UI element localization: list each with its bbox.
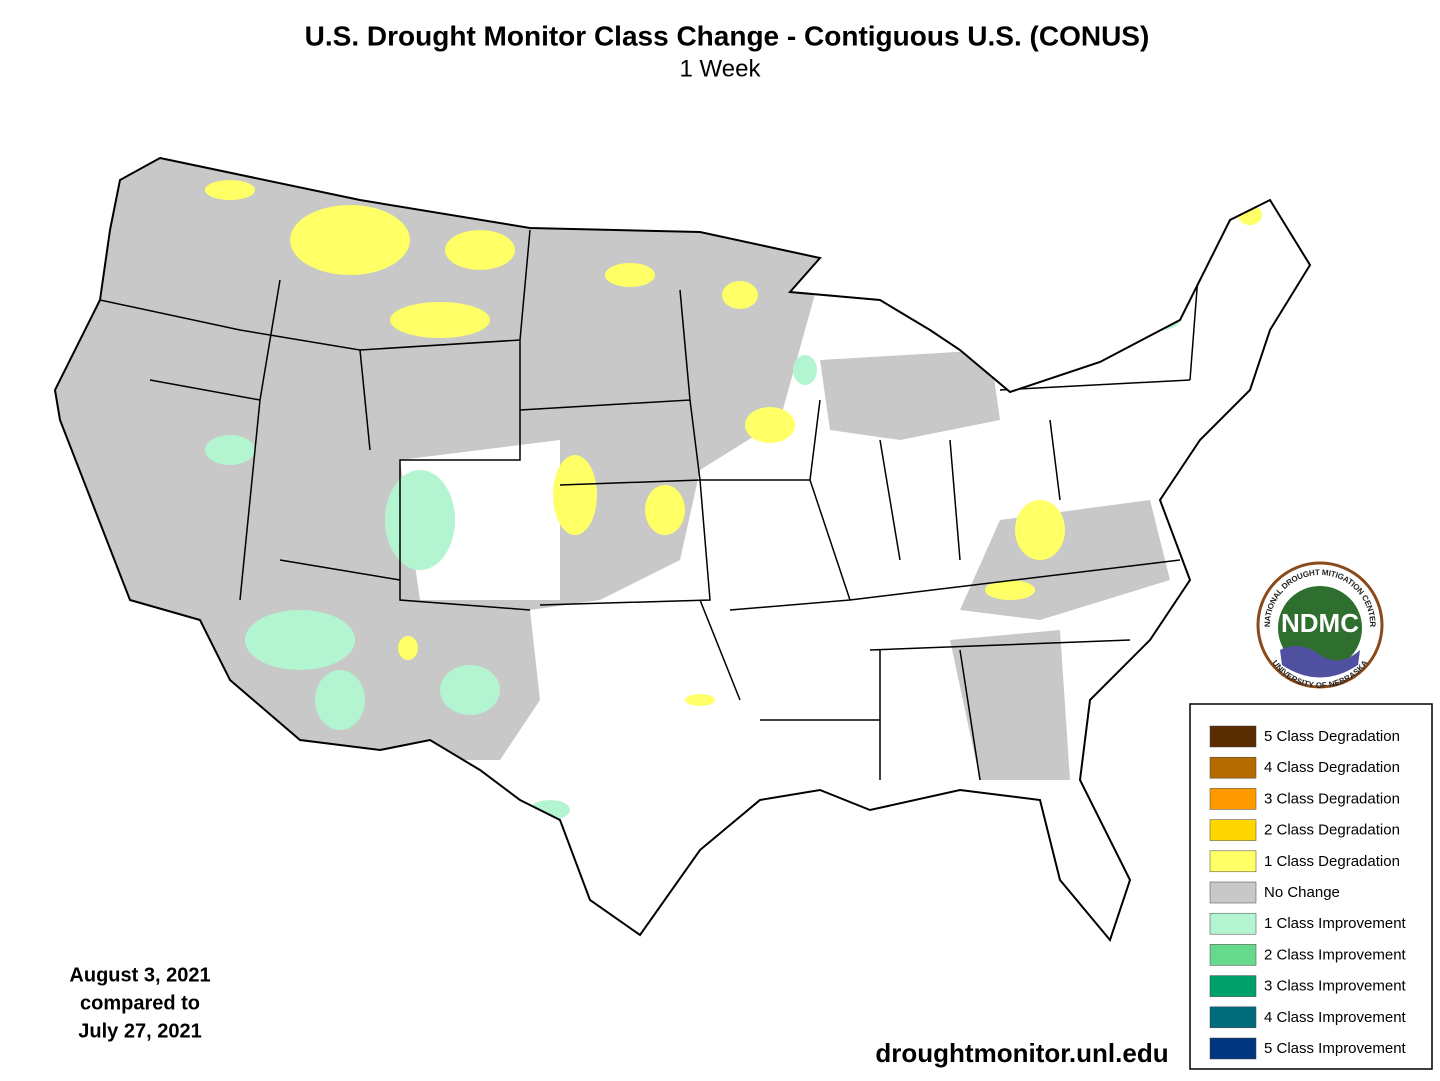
- logo-wave: [1280, 646, 1360, 678]
- legend-label: No Change: [1264, 884, 1340, 901]
- legend-swatch: [1209, 788, 1257, 810]
- legend: 5 Class Degradation 4 Class Degradation 3 …: [1209, 725, 1407, 1060]
- us-map: [54, 157, 1311, 941]
- legend-swatch: [1209, 819, 1257, 841]
- degradation-area: [745, 407, 795, 443]
- state-lines: [99, 229, 1201, 781]
- map-title: U.S. Drought Monitor Class Change - Cont…: [305, 20, 1150, 51]
- legend-swatch: [1209, 881, 1257, 904]
- degradation-area: [445, 230, 515, 270]
- legend-label: 5 Class Degradation: [1264, 728, 1400, 745]
- improvement-area: [530, 800, 570, 820]
- degradation-area: [722, 281, 758, 309]
- degradation-area: [645, 485, 685, 535]
- degradation-area: [553, 455, 597, 535]
- legend-label: 2 Class Degradation: [1264, 822, 1400, 839]
- improvement-area: [1140, 310, 1180, 330]
- date-line: August 3, 2021: [69, 964, 210, 986]
- legend-label: 1 Class Improvement: [1264, 915, 1407, 932]
- ndmc-logo: NDMC NATIONAL DROUGHT MITIGATION CENTER …: [1256, 561, 1384, 690]
- legend-swatch: [1209, 912, 1257, 935]
- improvement-area: [440, 665, 500, 715]
- legend-swatch: [1209, 725, 1257, 748]
- legend-swatch: [1209, 975, 1257, 997]
- degradation-area: [290, 205, 410, 275]
- legend-label: 2 Class Improvement: [1264, 946, 1407, 963]
- improvement-area: [205, 435, 255, 465]
- date-note: August 3, 2021 compared to July 27, 2021: [69, 964, 210, 1042]
- legend-swatch: [1209, 850, 1257, 873]
- legend-swatch: [1209, 756, 1257, 779]
- legend-swatch: [1209, 1006, 1257, 1029]
- legend-label: 3 Class Degradation: [1264, 790, 1400, 807]
- no-change-area: [820, 350, 1000, 440]
- degradation-area: [1015, 500, 1065, 560]
- legend-label: 3 Class Improvement: [1264, 978, 1407, 995]
- no-change-area: [55, 158, 830, 760]
- no-change-area: [950, 630, 1070, 780]
- degradation-area: [985, 580, 1035, 600]
- degradation-area: [390, 302, 490, 338]
- legend-swatch: [1209, 944, 1257, 966]
- legend-label: 4 Class Improvement: [1264, 1009, 1407, 1026]
- legend-label: 5 Class Improvement: [1264, 1040, 1407, 1057]
- improvement-area: [793, 355, 817, 385]
- legend-label: 1 Class Degradation: [1264, 853, 1400, 870]
- degradation-area: [605, 263, 655, 287]
- degradation-area: [398, 636, 418, 660]
- legend-label: 4 Class Degradation: [1264, 759, 1400, 776]
- improvement-area: [245, 610, 355, 670]
- improvement-area: [315, 670, 365, 730]
- logo-abbr: NDMC: [1281, 608, 1359, 638]
- improvement-area: [385, 470, 455, 570]
- date-line: compared to: [80, 992, 200, 1014]
- degradation-area: [205, 180, 255, 200]
- source-url: droughtmonitor.unl.edu: [875, 1038, 1168, 1068]
- date-line: July 27, 2021: [78, 1020, 201, 1042]
- degradation-area: [685, 694, 715, 706]
- change-areas: [55, 158, 1262, 820]
- legend-swatch: [1209, 1037, 1257, 1060]
- map-subtitle: 1 Week: [680, 55, 762, 82]
